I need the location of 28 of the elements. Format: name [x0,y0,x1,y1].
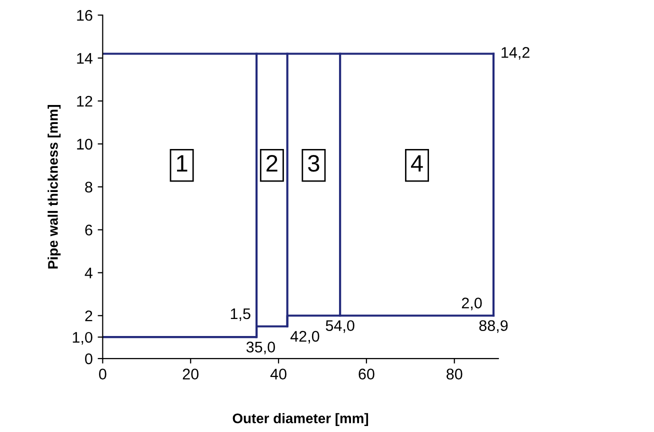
annotation: 1,5 [230,308,250,321]
annotation: 4 [410,155,423,172]
annotation: 88,9 [479,320,508,333]
annotation: 35,0 [246,342,275,354]
y-tick-label: 0 [85,353,92,364]
x-tick-label: 0 [99,368,106,380]
y-axis-title: Pipe wall thickness [mm] [48,105,61,268]
y-tick-label: 4 [84,268,93,278]
annotation: 14,2 [502,47,530,60]
x-tick-label: 20 [182,368,199,380]
annotation: 2 [266,154,278,172]
x-tick-label: 80 [446,368,462,380]
annotation: 42,0 [290,330,320,344]
y-tick-label: 12 [77,96,92,107]
y-tick-label: 10 [77,138,92,150]
y-tick-label: 14 [77,53,93,64]
y-tick-label: 6 [85,224,92,236]
annotation: 2,0 [462,298,482,310]
y-tick-label: 2 [85,310,92,322]
x-tick-label: 60 [358,368,374,380]
y-tick-label: 8 [85,182,92,193]
y-tick-label: 1,0 [72,332,92,345]
annotation: 3 [308,154,320,172]
annotation: 54,0 [326,320,354,333]
x-axis-title: Outer diameter [mm] [232,413,368,426]
annotation: 1 [177,155,188,172]
x-tick-label: 40 [270,368,286,380]
y-tick-label: 16 [77,10,92,21]
